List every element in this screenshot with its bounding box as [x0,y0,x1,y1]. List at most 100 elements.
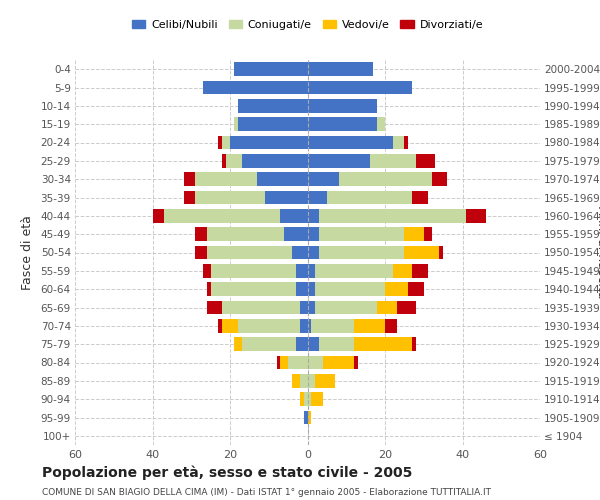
Bar [238,319,300,332]
Bar [308,319,311,332]
Bar [308,246,319,260]
Bar [308,136,393,149]
Bar [308,80,412,94]
Bar [424,228,431,241]
Bar [300,319,308,332]
Bar [319,338,354,351]
Bar [308,154,370,168]
Bar [404,228,424,241]
Bar [308,209,319,222]
Bar [184,172,195,186]
Text: Popolazione per età, sesso e stato civile - 2005: Popolazione per età, sesso e stato civil… [42,466,412,480]
Bar [242,154,308,168]
Bar [308,190,327,204]
Bar [292,374,300,388]
Bar [385,282,408,296]
Bar [311,319,354,332]
Bar [195,246,207,260]
Bar [184,190,195,204]
Bar [308,338,319,351]
Bar [308,410,311,424]
Bar [304,392,308,406]
Bar [308,356,323,370]
Bar [234,338,242,351]
Bar [296,282,308,296]
Bar [354,338,412,351]
Bar [218,136,222,149]
Bar [393,136,404,149]
Bar [308,118,377,131]
Bar [280,356,288,370]
Bar [234,62,308,76]
Bar [238,99,308,112]
Bar [222,154,226,168]
Bar [393,264,412,278]
Bar [195,228,207,241]
Bar [308,374,315,388]
Bar [203,80,308,94]
Bar [416,154,436,168]
Bar [300,374,308,388]
Bar [218,319,222,332]
Bar [319,228,404,241]
Bar [277,356,280,370]
Bar [315,300,377,314]
Bar [315,374,335,388]
Y-axis label: Fasce di età: Fasce di età [20,215,34,290]
Bar [431,172,447,186]
Bar [207,246,292,260]
Bar [308,392,311,406]
Bar [164,209,280,222]
Legend: Celibi/Nubili, Coniugati/e, Vedovi/e, Divorziati/e: Celibi/Nubili, Coniugati/e, Vedovi/e, Di… [128,16,487,34]
Bar [370,154,416,168]
Bar [296,264,308,278]
Bar [222,319,238,332]
Bar [195,190,265,204]
Bar [319,209,466,222]
Bar [230,136,308,149]
Bar [315,264,393,278]
Bar [195,172,257,186]
Bar [308,264,315,278]
Bar [404,136,408,149]
Bar [315,282,385,296]
Bar [234,118,238,131]
Bar [308,99,377,112]
Bar [385,319,397,332]
Bar [408,282,424,296]
Bar [304,410,308,424]
Bar [211,282,296,296]
Bar [338,172,431,186]
Bar [284,228,308,241]
Bar [308,172,338,186]
Bar [439,246,443,260]
Bar [412,338,416,351]
Bar [296,338,308,351]
Bar [226,154,242,168]
Bar [377,300,397,314]
Bar [203,264,211,278]
Bar [308,228,319,241]
Y-axis label: Anni di nascita: Anni di nascita [595,206,600,298]
Bar [207,300,222,314]
Bar [257,172,308,186]
Bar [300,300,308,314]
Bar [397,300,416,314]
Bar [354,356,358,370]
Bar [222,300,300,314]
Bar [327,190,412,204]
Bar [354,319,385,332]
Bar [238,118,308,131]
Bar [242,338,296,351]
Bar [466,209,486,222]
Bar [311,392,323,406]
Bar [308,282,315,296]
Bar [280,209,308,222]
Bar [308,62,373,76]
Bar [323,356,354,370]
Bar [412,264,428,278]
Bar [300,392,304,406]
Bar [222,136,230,149]
Bar [412,190,428,204]
Bar [404,246,439,260]
